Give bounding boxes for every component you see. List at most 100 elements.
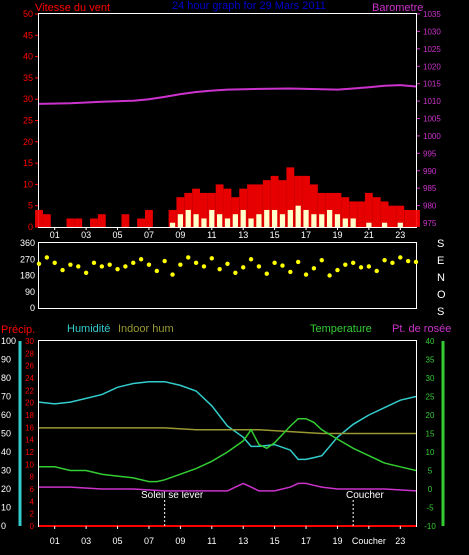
direction-point <box>280 263 285 268</box>
wind-y-tick-label: 15 <box>23 158 33 168</box>
x-tick-label: 19 <box>332 536 342 546</box>
direction-point <box>44 255 50 260</box>
barometer-y-tick-label: 1035 <box>423 10 441 19</box>
direction-point <box>335 267 340 273</box>
direction-point <box>233 270 238 275</box>
temperature-y-tick-label: 40 <box>426 337 435 346</box>
precip-y-tick-label: 4 <box>30 497 35 506</box>
wind-speed-label: Vitesse du vent <box>35 2 110 14</box>
wind-y-tick-label: 45 <box>23 30 33 40</box>
x-tick-label: 07 <box>144 230 154 240</box>
precip-y-tick-label: 0 <box>30 522 35 531</box>
avg-wind-bar <box>264 209 270 227</box>
precip-y-tick-label: 14 <box>25 436 34 445</box>
barometer-y-tick-label: 975 <box>423 219 437 228</box>
direction-point <box>138 257 144 262</box>
humidity-y-tick-label: 40 <box>1 447 11 457</box>
x-tick-label: 11 <box>207 536 216 546</box>
direction-point <box>311 266 317 271</box>
direction-point <box>115 266 120 272</box>
gust-bar <box>207 192 216 227</box>
temperature-y-tick-label: 20 <box>426 411 435 420</box>
direction-point <box>162 258 167 264</box>
temperature-label: Temperature <box>310 323 372 335</box>
dew-point-label: Pt. de rosée <box>392 323 451 335</box>
gust-bar <box>372 197 381 227</box>
gust-bar <box>270 175 279 227</box>
barometer-line <box>38 84 417 105</box>
avg-wind-bar <box>256 214 262 227</box>
direction-point <box>288 269 293 275</box>
humidity-y-tick-label: 70 <box>1 392 11 402</box>
barometer-y-tick-label: 1020 <box>423 62 441 71</box>
indoor-hum-label: Indoor hum <box>118 323 174 335</box>
direction-point <box>146 262 152 267</box>
direction-point <box>193 260 199 266</box>
x-tick-label: 15 <box>270 536 280 546</box>
x-tick-label: 01 <box>50 536 60 546</box>
chart-title: 24 hour graph for 29 Mars 2011 <box>172 0 326 12</box>
gust-bar <box>35 209 43 227</box>
direction-point <box>83 270 89 275</box>
direction-point <box>154 268 160 274</box>
wind-y-tick-label: 25 <box>23 116 33 126</box>
x-tick-label: 05 <box>113 230 123 240</box>
avg-wind-bar <box>272 209 278 227</box>
gust-bar <box>396 205 405 227</box>
barometer-y-tick-label: 1015 <box>423 80 441 89</box>
precip-y-tick-label: 6 <box>30 485 35 494</box>
direction-point <box>217 266 222 272</box>
humidity-y-tick-label: 60 <box>1 410 11 420</box>
gust-bar <box>349 201 358 227</box>
avg-wind-bar <box>303 209 309 227</box>
temperature-y-tick-label: -5 <box>426 504 434 513</box>
x-tick-label: 05 <box>113 536 123 546</box>
direction-point <box>76 264 81 269</box>
direction-point <box>303 272 309 277</box>
avg-wind-bar <box>240 209 246 227</box>
compass-label: O <box>437 289 446 301</box>
gust-bar <box>325 192 334 227</box>
gust-bar <box>168 209 177 227</box>
x-tick-label: 09 <box>175 536 185 546</box>
gust-bar <box>302 175 310 227</box>
gust-bar <box>74 218 83 227</box>
direction-point <box>178 262 183 267</box>
compass-label: E <box>437 255 444 267</box>
humidity-y-tick-label: 50 <box>1 429 11 439</box>
humidity-y-tick-label: 80 <box>1 373 11 383</box>
wind-y-tick-label: 10 <box>23 179 33 189</box>
gust-bar <box>247 184 255 227</box>
gust-bar <box>380 201 389 227</box>
temperature-y-tick-label: 5 <box>428 467 433 476</box>
indoor-hum-line <box>39 427 416 435</box>
avg-wind-bar <box>193 214 199 227</box>
temperature-y-tick-label: 35 <box>426 356 435 365</box>
direction-point <box>295 259 301 265</box>
gust-bar <box>364 192 373 227</box>
gust-bar <box>184 192 193 227</box>
gust-bar <box>215 184 224 227</box>
avg-wind-bar <box>177 214 183 227</box>
avg-wind-bar <box>287 209 293 227</box>
temperature-line <box>39 417 417 483</box>
x-tick-label: 19 <box>332 230 342 240</box>
humidity-line <box>38 380 417 461</box>
x-tick-label: 11 <box>207 230 216 240</box>
direction-y-tick-label: 90 <box>25 287 35 297</box>
avg-wind-bar <box>311 214 317 227</box>
direction-point <box>52 260 57 266</box>
direction-point <box>209 256 214 261</box>
x-tick-label: 03 <box>81 536 91 546</box>
precip-y-tick-label: 2 <box>30 510 35 519</box>
x-tick-label: 15 <box>270 230 280 240</box>
humidity-y-tick-label: 0 <box>1 521 6 531</box>
x-tick-label: 23 <box>395 536 405 546</box>
sunrise-label: Soleil se lever <box>141 490 204 501</box>
x-tick-label: 17 <box>301 230 311 240</box>
gust-bar <box>294 175 303 227</box>
barometer-y-tick-label: 1005 <box>423 115 441 124</box>
direction-point <box>241 265 246 270</box>
avg-wind-bar <box>381 222 388 227</box>
direction-point <box>91 260 97 266</box>
